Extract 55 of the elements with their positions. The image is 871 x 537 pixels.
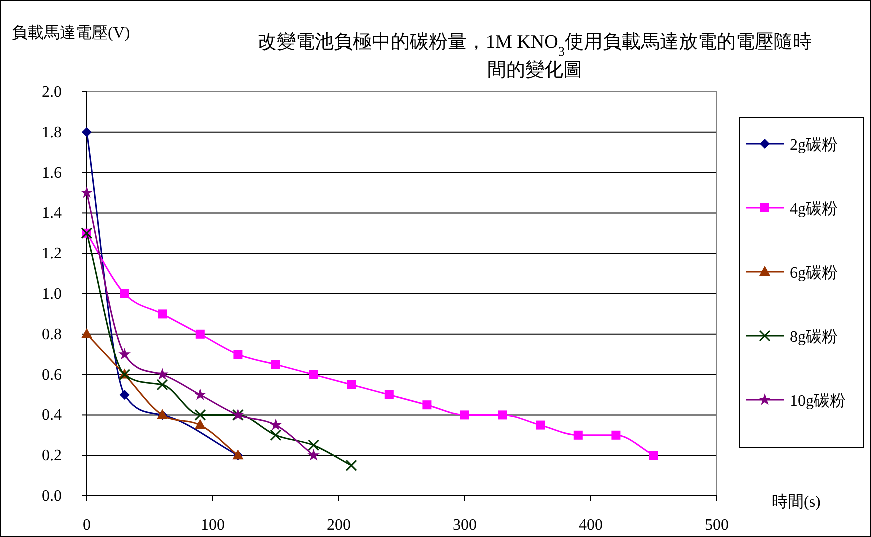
- point: [194, 419, 206, 430]
- y-tick-label: 1.6: [42, 164, 62, 182]
- point: [460, 410, 470, 420]
- y-tick-label: 1.2: [42, 246, 62, 263]
- y-tick-label: 1.8: [42, 124, 62, 142]
- point: [82, 127, 92, 138]
- x-tick-label: 200: [327, 517, 351, 534]
- x-tick-label: 400: [579, 517, 603, 534]
- chart-title: 改變電池負極中的碳粉量，1M KNO$_{3}$使用負載馬達放電的電壓隨時間的變化圖: [258, 32, 812, 81]
- point: [574, 430, 583, 440]
- point: [612, 430, 621, 440]
- point: [270, 418, 282, 431]
- legend-label: 4g碳粉: [790, 200, 838, 218]
- y-tick-label: 1.4: [42, 205, 62, 222]
- point: [194, 409, 206, 421]
- point: [82, 328, 92, 338]
- x-tick-label: 100: [201, 517, 225, 534]
- point: [536, 420, 546, 430]
- point: [120, 290, 130, 298]
- point: [196, 330, 205, 339]
- point: [158, 310, 168, 319]
- legend-label: 6g碳粉: [790, 264, 838, 282]
- point: [270, 430, 282, 442]
- point: [80, 186, 94, 198]
- y-tick-label: 0.0: [42, 488, 62, 505]
- legend-label: 8g碳粉: [790, 328, 838, 346]
- point: [156, 379, 168, 391]
- point: [498, 410, 508, 420]
- point: [118, 348, 131, 360]
- y-tick-label: 2.0: [42, 84, 62, 101]
- y-tick-label: 1.0: [42, 286, 62, 303]
- y-tick-label: 0.4: [42, 407, 62, 424]
- point: [194, 388, 207, 400]
- x-tick-label: 300: [453, 517, 477, 534]
- point: [308, 440, 320, 452]
- point: [120, 390, 130, 400]
- point: [309, 370, 318, 380]
- y-tick-label: 0.8: [42, 326, 62, 344]
- legend-label: 10g碳粉: [790, 392, 846, 410]
- x-tick-label: 500: [705, 517, 729, 534]
- point: [347, 380, 356, 390]
- point: [308, 449, 320, 461]
- point: [422, 400, 432, 410]
- y-tick-label: 0.6: [42, 366, 62, 384]
- y-tick-label: 0.2: [42, 448, 62, 465]
- point: [384, 390, 394, 400]
- x-axis-title: 時間(s): [772, 493, 821, 511]
- x-tick-label: 0: [83, 517, 91, 534]
- point: [156, 368, 169, 380]
- legend-label: 2g碳粉: [790, 136, 838, 154]
- point: [650, 451, 658, 460]
- point: [234, 350, 243, 360]
- point: [272, 360, 280, 370]
- point: [346, 460, 358, 472]
- y-axis-title: 負載馬達電壓(V): [12, 24, 130, 42]
